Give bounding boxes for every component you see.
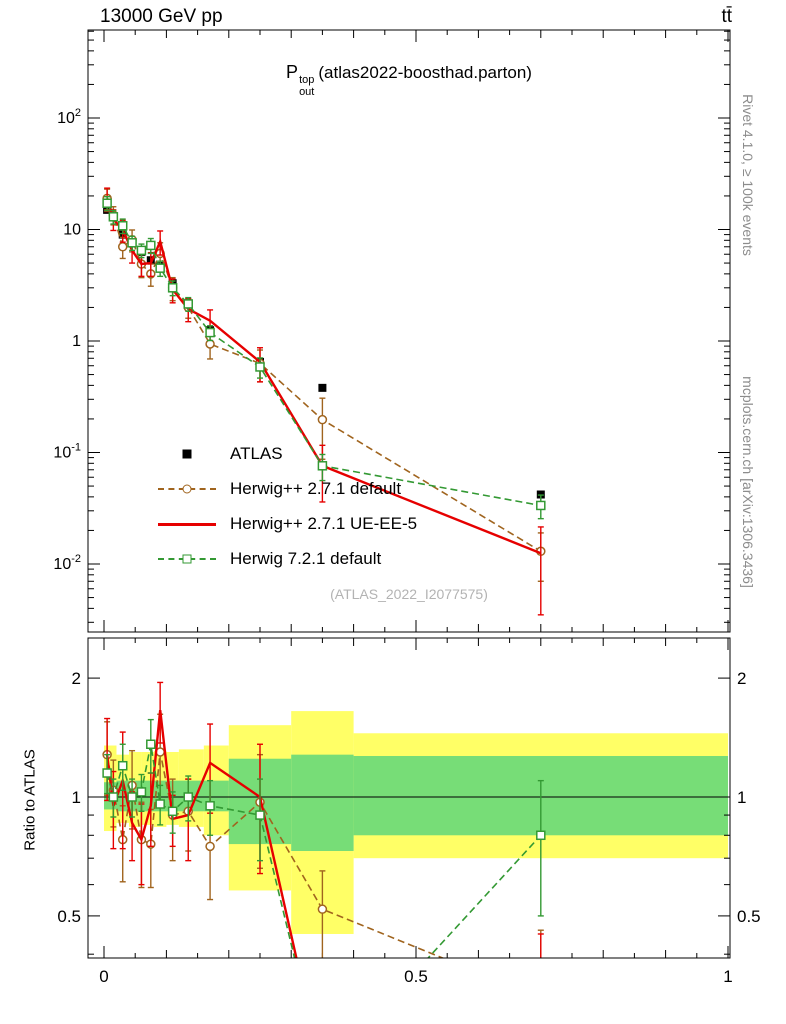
- observable-scripts: top out: [299, 74, 314, 98]
- legend-item-herwigpp-ueee5: Herwig++ 2.7.1 UE-EE-5: [158, 506, 417, 541]
- svg-text:1: 1: [723, 967, 732, 986]
- herwigpp-ueee5-marker-icon: [158, 517, 216, 531]
- svg-text:1: 1: [72, 333, 81, 350]
- svg-text:10-1: 10-1: [53, 442, 81, 462]
- observable-subscript: out: [299, 86, 315, 99]
- legend: ATLAS Herwig++ 2.7.1 default Herwig++ 2.…: [158, 436, 417, 576]
- legend-item-herwigpp-default: Herwig++ 2.7.1 default: [158, 471, 417, 506]
- herwigpp-default-marker-icon: [158, 482, 216, 496]
- svg-text:2: 2: [737, 669, 746, 688]
- legend-label: Herwig++ 2.7.1 UE-EE-5: [230, 513, 418, 533]
- svg-text:1: 1: [72, 788, 81, 807]
- legend-label: ATLAS: [230, 443, 283, 463]
- svg-text:0.5: 0.5: [57, 907, 81, 926]
- svg-text:10: 10: [63, 222, 81, 239]
- atlas-marker-icon: [158, 447, 216, 461]
- svg-text:0.5: 0.5: [737, 907, 761, 926]
- ratio-axis-label: Ratio to ATLAS: [21, 749, 39, 851]
- analysis-name: (atlas2022-boosthad.parton): [318, 63, 532, 82]
- beam-energy-label: 13000 GeV pp: [100, 6, 223, 27]
- svg-text:10-2: 10-2: [53, 553, 81, 573]
- observable-symbol: P: [286, 62, 299, 82]
- analysis-id-watermark: (ATLAS_2022_I2077575): [330, 586, 488, 602]
- legend-item-atlas: ATLAS: [158, 436, 417, 471]
- observable-superscript: top: [299, 74, 315, 86]
- svg-text:1: 1: [737, 788, 746, 807]
- svg-text:102: 102: [57, 107, 81, 127]
- svg-text:0.5: 0.5: [404, 967, 428, 986]
- svg-text:0: 0: [99, 967, 108, 986]
- rivet-version-label: Rivet 4.1.0, ≥ 100k events: [740, 94, 756, 256]
- mcplots-attribution-label: mcplots.cern.ch [arXiv:1306.3436]: [740, 376, 756, 588]
- legend-label: Herwig++ 2.7.1 default: [230, 478, 402, 498]
- legend-label: Herwig 7.2.1 default: [230, 548, 382, 568]
- herwig7-default-marker-icon: [158, 552, 216, 566]
- svg-text:2: 2: [72, 669, 81, 688]
- legend-item-herwig7-default: Herwig 7.2.1 default: [158, 541, 417, 576]
- process-label: tt̄: [721, 6, 732, 27]
